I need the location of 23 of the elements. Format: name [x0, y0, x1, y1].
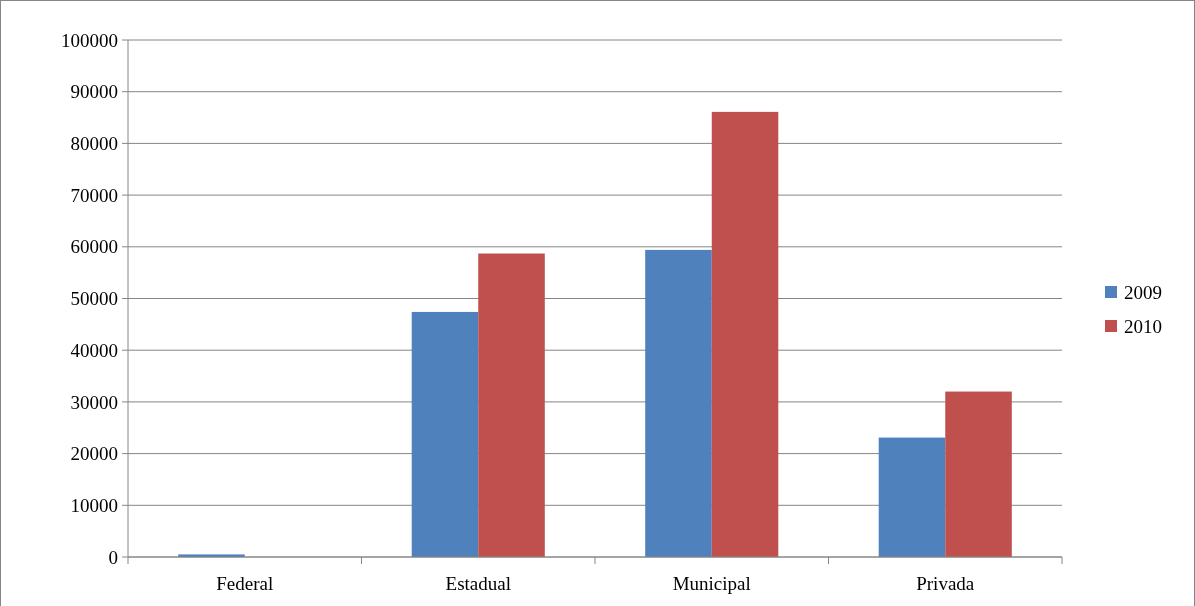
y-tick-label: 0	[108, 546, 118, 568]
legend-label: 2010	[1124, 315, 1162, 337]
y-tick-label: 30000	[70, 391, 118, 413]
y-tick-label: 40000	[70, 339, 118, 361]
y-tick-label: 50000	[70, 288, 118, 310]
y-tick-label: 20000	[70, 443, 118, 465]
x-tick-label: Municipal	[672, 573, 751, 594]
y-tick-label: 70000	[70, 184, 118, 206]
y-tick-label: 100000	[61, 29, 118, 51]
x-tick-label: Federal	[216, 573, 274, 594]
legend-label: 2009	[1124, 281, 1162, 303]
bar	[478, 253, 545, 557]
y-tick-label: 60000	[70, 236, 118, 258]
bar	[711, 111, 779, 557]
bar	[878, 437, 946, 557]
y-tick-label: 90000	[70, 81, 118, 103]
y-tick-label: 10000	[70, 494, 118, 516]
bar	[411, 311, 479, 557]
bar	[945, 391, 1012, 557]
x-tick-label: Estadual	[445, 573, 511, 594]
bar	[645, 249, 712, 557]
x-tick-label: Privada	[916, 573, 975, 594]
y-tick-label: 80000	[70, 133, 118, 155]
